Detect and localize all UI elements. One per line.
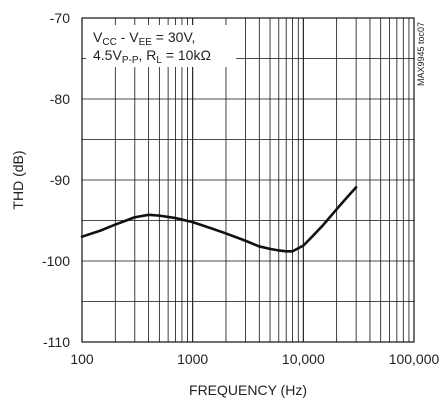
ann1-sub2: EE	[139, 37, 153, 48]
ann1-mid: - V	[117, 29, 139, 45]
annotation-box	[86, 25, 236, 67]
x-axis-label: FREQUENCY (Hz)	[189, 382, 307, 398]
y-tick-label: -110	[43, 334, 70, 350]
figure-code: MAX9945 toc07	[416, 22, 426, 86]
ann2-main: 4.5V	[93, 47, 122, 63]
y-tick-label: -70	[50, 10, 70, 26]
ann2-end: = 10kΩ	[162, 47, 211, 63]
y-tick-label: -80	[50, 91, 70, 107]
figure-code-bg	[416, 22, 427, 88]
x-tick-label: 1000	[177, 351, 208, 367]
ann2-mid: , R	[138, 47, 156, 63]
series-line	[80, 185, 358, 253]
data-series	[80, 185, 358, 253]
ann1-main: V	[93, 29, 103, 45]
y-axis-label: THD (dB)	[10, 150, 26, 209]
grid	[82, 18, 414, 342]
x-tick-label: 10,000	[282, 351, 325, 367]
plot-frame	[81, 17, 415, 343]
ann2-sub1: P-P	[122, 55, 139, 66]
tick-labels: 100 1000 10,000 100,000 -70 -80 -90 -100 -110	[42, 10, 440, 367]
y-tick-label: -90	[50, 172, 70, 188]
annotation-line-2: 4.5VP-P, RL = 10kΩ	[93, 47, 211, 66]
annotation-line-1: VCC - VEE = 30V,	[93, 29, 195, 48]
ann1-sub1: CC	[102, 37, 116, 48]
x-tick-label: 100,000	[389, 351, 440, 367]
x-tick-label: 100	[70, 351, 94, 367]
y-tick-label: -100	[42, 253, 70, 269]
ann1-end: = 30V,	[152, 29, 195, 45]
ann2-sub2: L	[156, 55, 162, 66]
